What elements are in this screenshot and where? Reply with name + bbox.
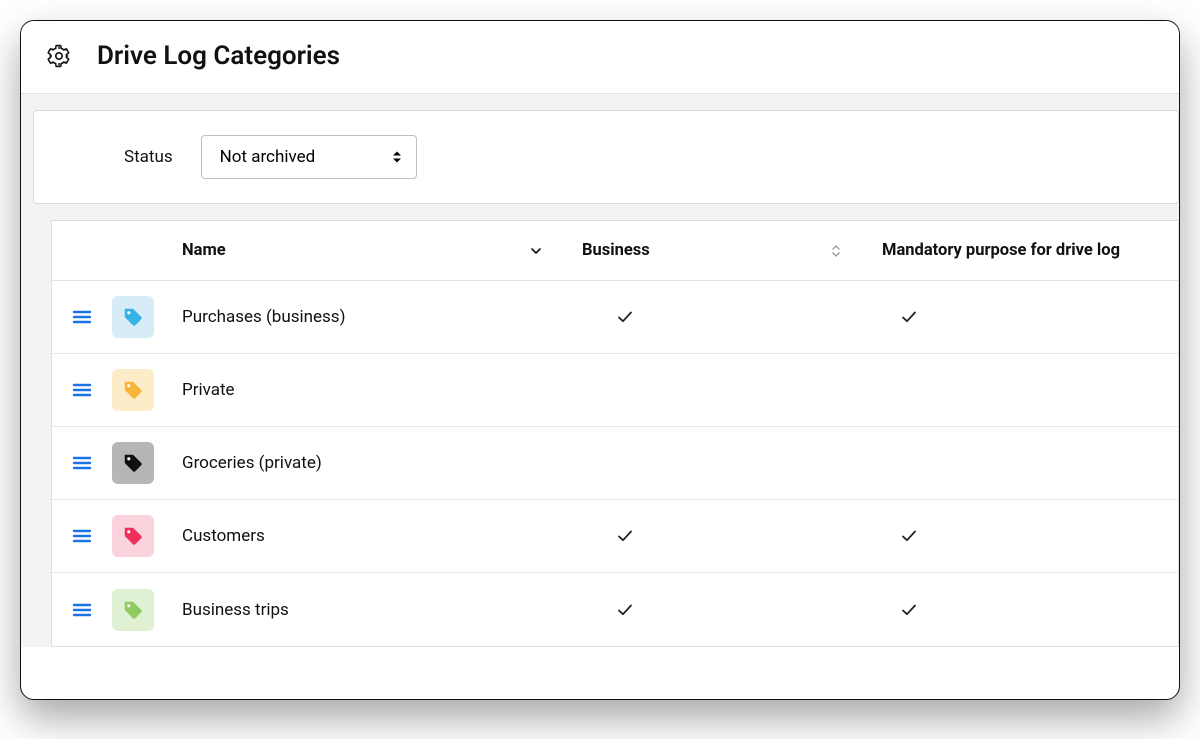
table-row[interactable]: Business trips (52, 573, 1178, 646)
drag-handle[interactable] (52, 309, 112, 325)
mandatory-cell (882, 601, 1178, 619)
business-cell (582, 308, 882, 326)
tag-icon (112, 442, 182, 484)
table-region: Name Business Mandatory purpose for driv… (21, 220, 1179, 647)
mandatory-cell (882, 308, 1178, 326)
status-select[interactable]: Not archived (201, 135, 417, 179)
tag-icon (112, 589, 182, 631)
page-header: Drive Log Categories (21, 21, 1179, 94)
select-caret-icon (392, 151, 402, 164)
drag-handle[interactable] (52, 602, 112, 618)
table-row[interactable]: Purchases (business) (52, 281, 1178, 354)
sort-icon (830, 243, 842, 259)
status-select-value: Not archived (220, 147, 316, 167)
business-cell (582, 601, 882, 619)
gear-icon (47, 44, 71, 68)
business-cell (582, 527, 882, 545)
category-name: Purchases (business) (182, 307, 582, 327)
column-header-mandatory[interactable]: Mandatory purpose for drive log (882, 241, 1178, 260)
tag-icon (112, 515, 182, 557)
filter-card: Status Not archived (33, 110, 1179, 204)
page-title: Drive Log Categories (97, 41, 340, 71)
window: Drive Log Categories Status Not archived… (20, 20, 1180, 700)
drag-handle[interactable] (52, 528, 112, 544)
column-header-business[interactable]: Business (582, 241, 882, 260)
filter-bar: Status Not archived (21, 94, 1179, 220)
drag-handle[interactable] (52, 382, 112, 398)
column-header-name[interactable]: Name (182, 241, 582, 260)
tag-icon (112, 369, 182, 411)
category-name: Customers (182, 526, 582, 546)
categories-table: Name Business Mandatory purpose for driv… (51, 220, 1179, 647)
drag-handle[interactable] (52, 455, 112, 471)
chevron-down-icon (530, 245, 542, 257)
table-row[interactable]: Private (52, 354, 1178, 427)
table-row[interactable]: Customers (52, 500, 1178, 573)
table-row[interactable]: Groceries (private) (52, 427, 1178, 500)
table-header: Name Business Mandatory purpose for driv… (52, 221, 1178, 281)
category-name: Business trips (182, 600, 582, 620)
mandatory-cell (882, 527, 1178, 545)
category-name: Groceries (private) (182, 453, 582, 473)
status-label: Status (124, 147, 173, 167)
tag-icon (112, 296, 182, 338)
category-name: Private (182, 380, 582, 400)
